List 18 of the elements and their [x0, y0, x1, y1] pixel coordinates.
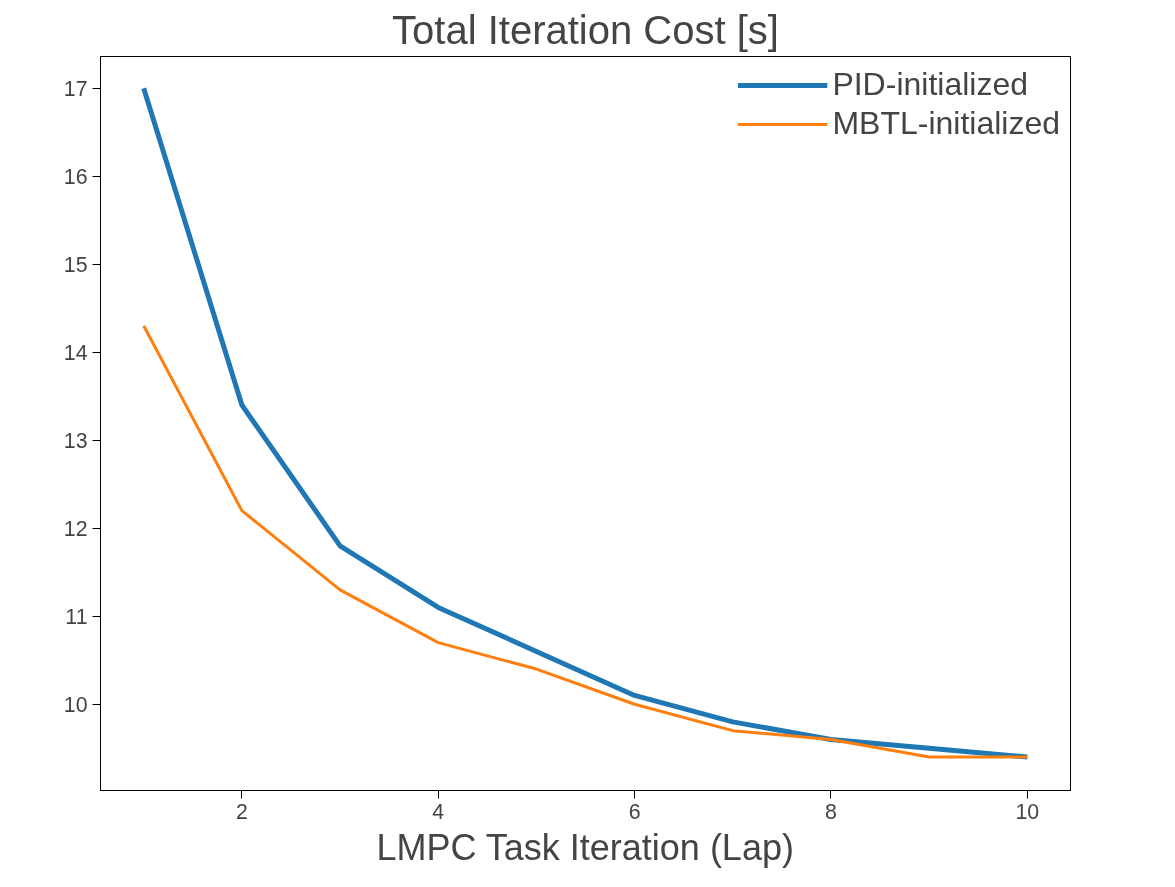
y-tick-label: 11 — [65, 604, 88, 629]
legend-label: PID-initialized — [832, 66, 1028, 103]
y-tick-label: 12 — [63, 516, 88, 541]
x-tick-label: 10 — [1015, 799, 1040, 824]
chart-title: Total Iteration Cost [s] — [392, 7, 779, 52]
x-tick-label: 8 — [825, 799, 837, 824]
y-tick-label: 15 — [63, 252, 88, 277]
line-series — [142, 324, 1029, 759]
y-tick-label: 10 — [63, 692, 88, 717]
y-tick-label: 17 — [63, 76, 88, 101]
x-tick-label: 6 — [628, 799, 641, 824]
x-axis-title: LMPC Task Iteration (Lap) — [376, 826, 794, 868]
y-tick-label: 16 — [63, 164, 88, 189]
legend-label: MBTL-initialized — [832, 105, 1060, 142]
y-tick-label: 14 — [63, 340, 88, 365]
x-tick-label: 4 — [432, 799, 445, 824]
y-tick-label: 13 — [63, 428, 88, 453]
x-tick-label: 2 — [235, 799, 248, 824]
